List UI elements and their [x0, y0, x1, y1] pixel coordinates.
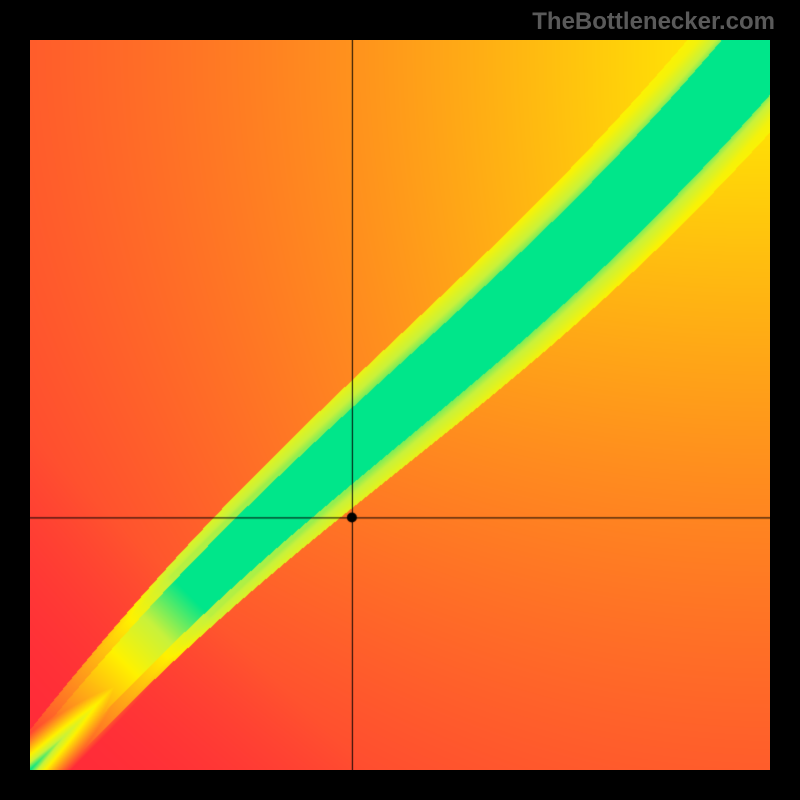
chart-container: { "watermark": { "text": "TheBottlenecke…: [0, 0, 800, 800]
watermark-text: TheBottlenecker.com: [532, 8, 775, 36]
crosshair-overlay: [30, 40, 770, 770]
